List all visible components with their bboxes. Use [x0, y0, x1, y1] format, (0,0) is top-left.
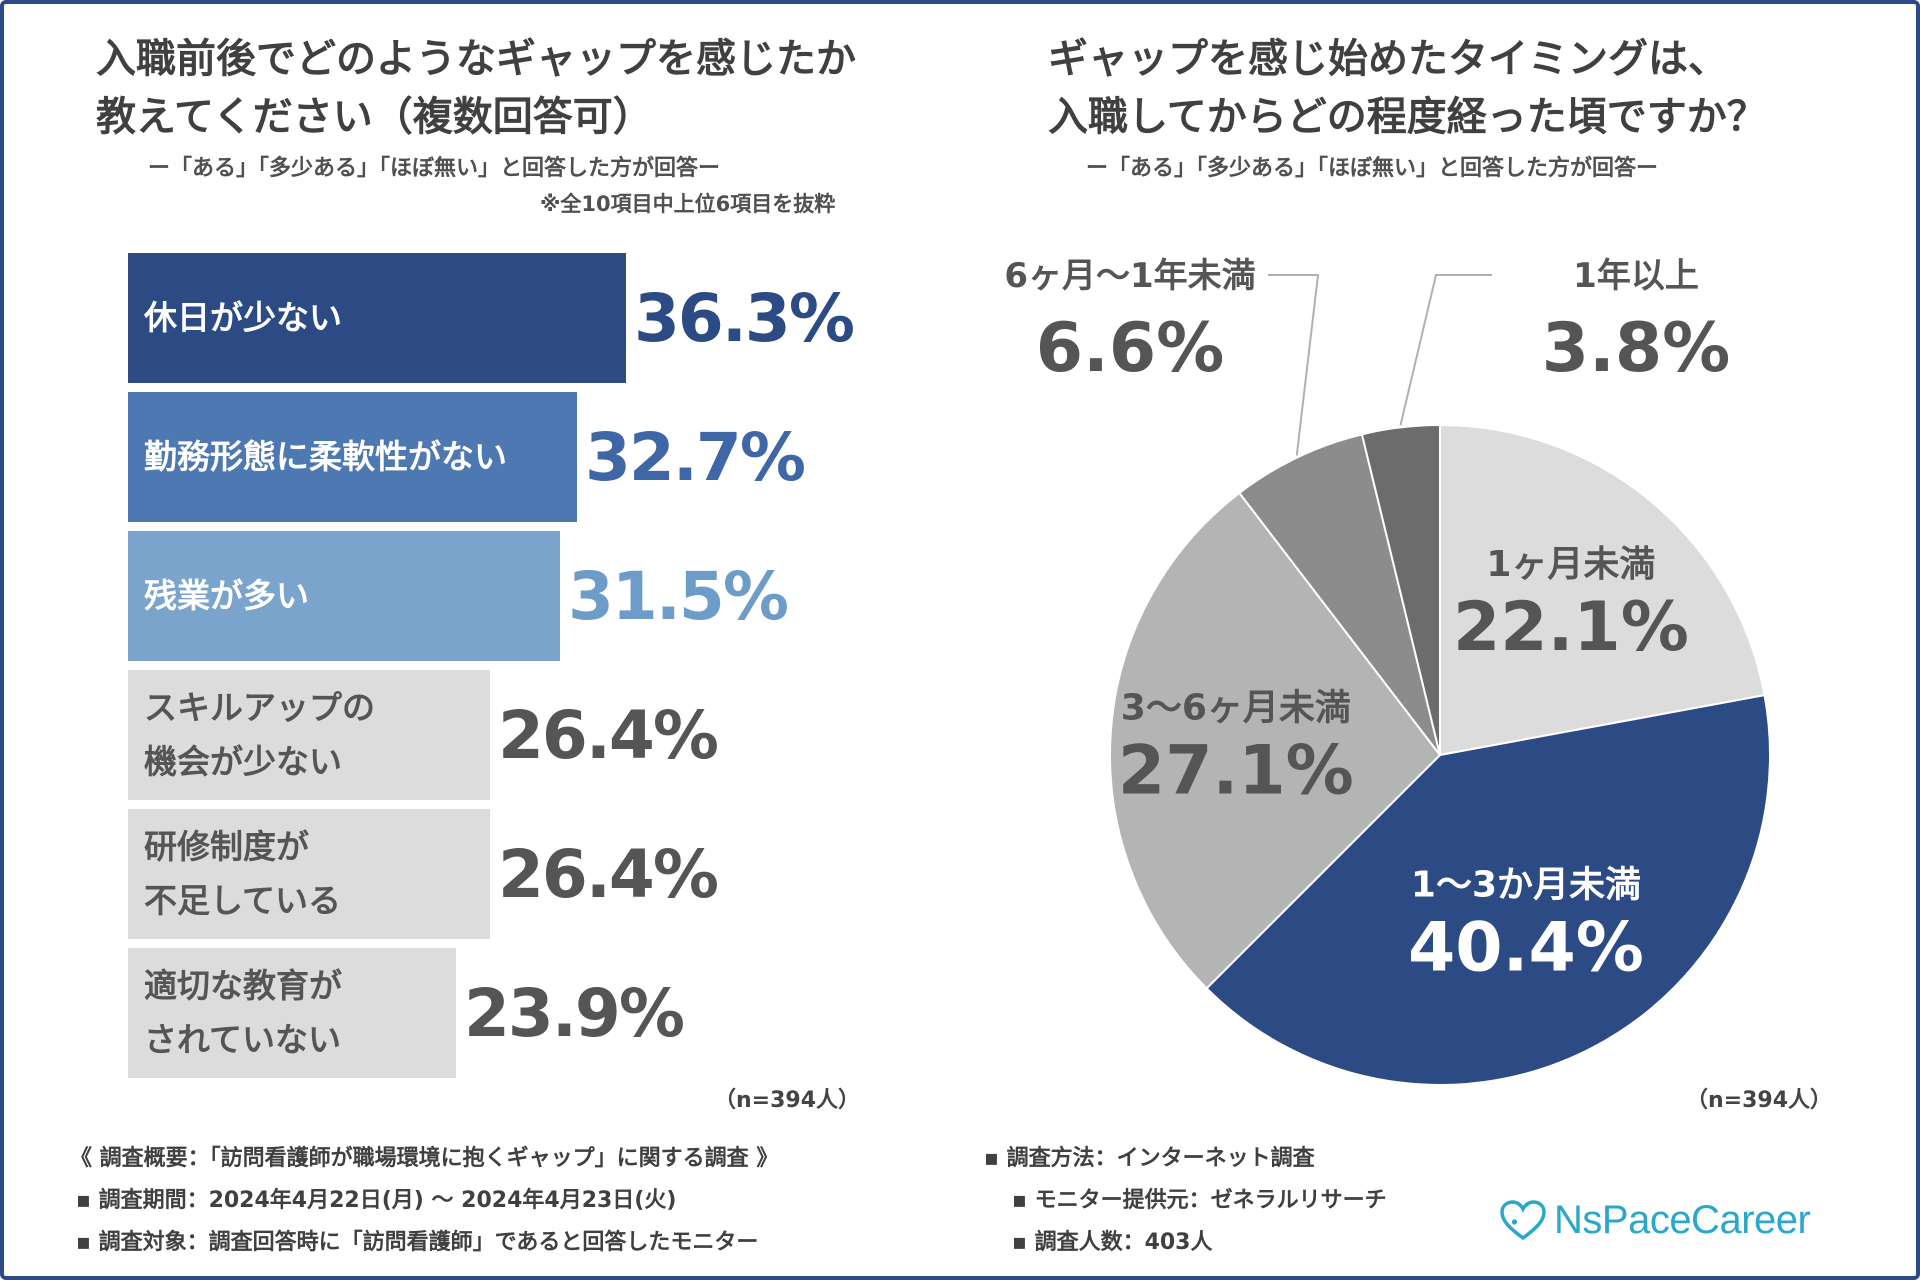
pie-slice-2	[1205, 694, 1772, 1086]
bar-5: 研修制度が 不足している	[128, 809, 490, 939]
pie-chart-title-line2: 入職してからどの程度経った頃ですか？	[1048, 94, 1767, 140]
pie-slice-label: 3〜6ヶ月未満	[1121, 688, 1351, 729]
pie-slice-4	[1237, 433, 1441, 756]
pie-leader-line	[1268, 274, 1320, 456]
pie-chart-title-line1: ギャップを感じ始めたタイミングは、	[1048, 36, 1728, 82]
pie-leader-line	[1399, 274, 1492, 426]
pie-slice-label: 1年以上	[1573, 256, 1699, 296]
bar-label: 適切な教育が されていない	[144, 966, 342, 1059]
bar-value-label: 32.7%	[585, 418, 806, 496]
bar-value-label: 31.5%	[568, 557, 789, 635]
pie-chart-subtitle: ー「ある」「多少ある」「ほぼ無い」と回答した方が回答ー	[1086, 156, 1659, 181]
bar-chart-n-label: （n=394人）	[714, 1088, 861, 1113]
bar-label: スキルアップの 機会が少ない	[144, 688, 375, 781]
bar-3: 残業が多い	[128, 531, 560, 661]
bar-chart-note: ※全10項目中上位6項目を抜粋	[540, 192, 836, 216]
bar-label: 研修制度が 不足している	[144, 827, 342, 920]
pie-slice-label: 1ヶ月未満	[1486, 544, 1655, 585]
survey-method: ▪ 調査方法：インターネット調査	[984, 1146, 1315, 1171]
pie-slice-1	[1439, 423, 1766, 757]
pie-value-label: 6.6%	[1036, 309, 1225, 388]
pie-value-label: 22.1%	[1453, 588, 1689, 667]
survey-period: ▪ 調査期間：2024年4月22日(月) 〜 2024年4月23日(火)	[76, 1188, 677, 1213]
bar-label: 勤務形態に柔軟性がない	[144, 437, 507, 476]
bar-value-label: 26.4%	[498, 835, 719, 913]
bar-2: 勤務形態に柔軟性がない	[128, 392, 577, 522]
nspace-career-logo[interactable]: NsPaceCareer	[1500, 1198, 1811, 1243]
bar-4: スキルアップの 機会が少ない	[128, 670, 490, 800]
bar-value-label: 23.9%	[464, 974, 685, 1052]
pie-slice-label: 1〜3か月未満	[1411, 865, 1641, 906]
bar-chart-subtitle: ー「ある」「多少ある」「ほぼ無い」と回答した方が回答ー	[148, 156, 721, 181]
bar-value-label: 26.4%	[498, 696, 719, 774]
survey-overview-title: 《 調査概要：「訪問看護師が職場環境に抱くギャップ」に関する調査 》	[70, 1146, 779, 1171]
bar-6: 適切な教育が されていない	[128, 948, 456, 1078]
survey-target: ▪ 調査対象：調査回答時に「訪問看護師」であると回答したモニター	[76, 1230, 759, 1255]
bar-1: 休日が少ない	[128, 253, 626, 383]
monitor-provider: ▪ モニター提供元：ゼネラルリサーチ	[1012, 1188, 1387, 1213]
bar-label: 休日が少ない	[144, 298, 342, 337]
pie-slice-5	[1360, 423, 1441, 756]
pie-value-label: 27.1%	[1118, 732, 1354, 811]
pie-slice-label: 6ヶ月〜1年未満	[1004, 256, 1255, 296]
heart-logo-icon	[1500, 1199, 1546, 1240]
logo-text: NsPaceCareer	[1554, 1198, 1811, 1242]
pie-slice-3	[1109, 491, 1442, 990]
bar-chart-title-line2: 教えてください（複数回答可）	[96, 94, 653, 140]
bar-label: 残業が多い	[144, 576, 309, 615]
bar-chart-title-line1: 入職前後でどのようなギャップを感じたか	[96, 36, 856, 82]
pie-value-label: 3.8%	[1542, 309, 1731, 388]
survey-count: ▪ 調査人数：403人	[1012, 1230, 1213, 1255]
pie-chart-n-label: （n=394人）	[1686, 1088, 1833, 1113]
pie-value-label: 40.4%	[1408, 909, 1644, 988]
bar-value-label: 36.3%	[634, 279, 855, 357]
